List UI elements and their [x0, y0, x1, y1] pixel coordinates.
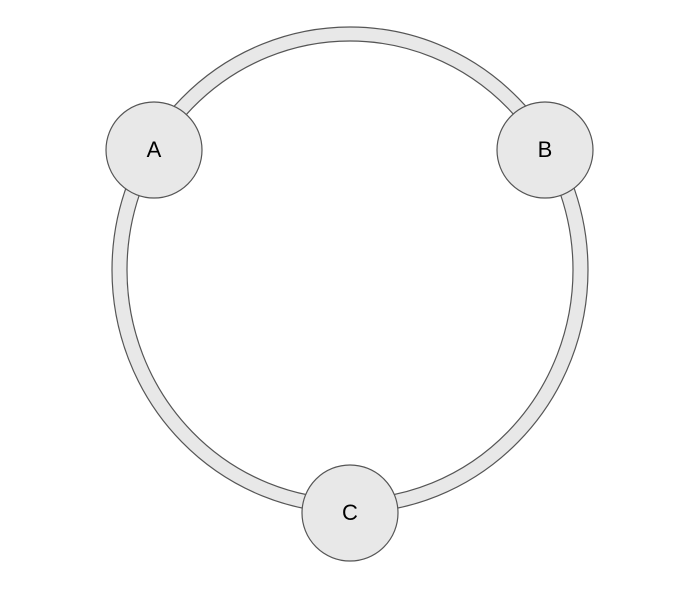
node-b-label: B [538, 137, 553, 162]
node-a[interactable]: A [106, 102, 202, 198]
ring-connector [112, 27, 588, 513]
node-c-label: C [342, 500, 358, 525]
node-c[interactable]: C [302, 465, 398, 561]
node-b[interactable]: B [497, 102, 593, 198]
ring-inner-edge [127, 41, 573, 499]
node-a-label: A [147, 137, 162, 162]
